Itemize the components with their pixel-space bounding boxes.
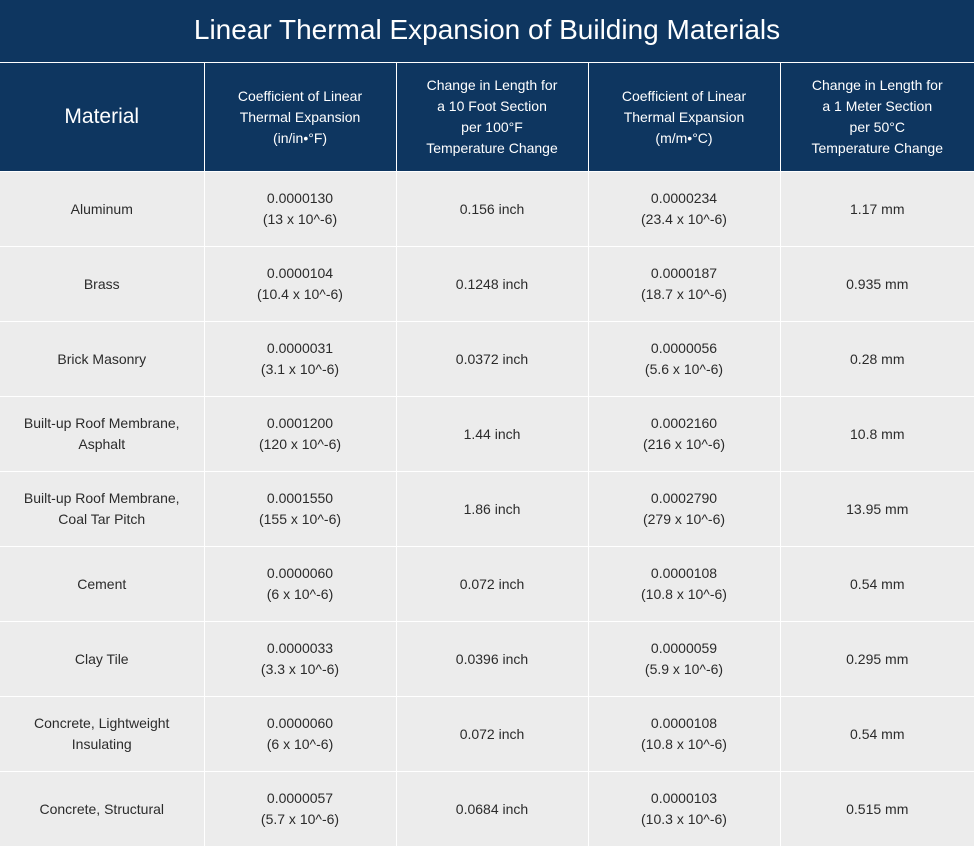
- cell-dl-c: 0.28 mm: [780, 322, 974, 397]
- cell-coef-c: 0.0000187 (18.7 x 10^-6): [588, 247, 780, 322]
- cell-coef-f: 0.0000057 (5.7 x 10^-6): [204, 772, 396, 847]
- col-header-coef-f: Coefficient of Linear Thermal Expansion …: [204, 63, 396, 172]
- cell-material: Built-up Roof Membrane, Coal Tar Pitch: [0, 472, 204, 547]
- cell-material: Clay Tile: [0, 622, 204, 697]
- table-row: Built-up Roof Membrane, Asphalt0.0001200…: [0, 397, 974, 472]
- cell-coef-f: 0.0000031 (3.1 x 10^-6): [204, 322, 396, 397]
- cell-coef-f: 0.0000060 (6 x 10^-6): [204, 697, 396, 772]
- cell-dl-f: 0.0396 inch: [396, 622, 588, 697]
- cell-coef-c: 0.0002160 (216 x 10^-6): [588, 397, 780, 472]
- cell-coef-c: 0.0000059 (5.9 x 10^-6): [588, 622, 780, 697]
- col-header-coef-c: Coefficient of Linear Thermal Expansion …: [588, 63, 780, 172]
- cell-dl-c: 0.935 mm: [780, 247, 974, 322]
- table-row: Concrete, Lightweight Insulating0.000006…: [0, 697, 974, 772]
- cell-coef-c: 0.0000103 (10.3 x 10^-6): [588, 772, 780, 847]
- cell-dl-c: 10.8 mm: [780, 397, 974, 472]
- cell-dl-c: 1.17 mm: [780, 172, 974, 247]
- cell-dl-f: 0.0684 inch: [396, 772, 588, 847]
- cell-material: Brass: [0, 247, 204, 322]
- cell-dl-c: 0.54 mm: [780, 697, 974, 772]
- cell-coef-c: 0.0000056 (5.6 x 10^-6): [588, 322, 780, 397]
- thermal-expansion-table: Linear Thermal Expansion of Building Mat…: [0, 0, 974, 847]
- cell-coef-f: 0.0000104 (10.4 x 10^-6): [204, 247, 396, 322]
- cell-coef-c: 0.0000108 (10.8 x 10^-6): [588, 547, 780, 622]
- cell-dl-c: 0.515 mm: [780, 772, 974, 847]
- cell-dl-c: 13.95 mm: [780, 472, 974, 547]
- cell-dl-f: 0.072 inch: [396, 547, 588, 622]
- cell-material: Concrete, Lightweight Insulating: [0, 697, 204, 772]
- cell-material: Brick Masonry: [0, 322, 204, 397]
- col-header-dl-f: Change in Length for a 10 Foot Section p…: [396, 63, 588, 172]
- cell-coef-c: 0.0000108 (10.8 x 10^-6): [588, 697, 780, 772]
- cell-dl-f: 0.072 inch: [396, 697, 588, 772]
- cell-dl-f: 0.1248 inch: [396, 247, 588, 322]
- cell-dl-f: 1.44 inch: [396, 397, 588, 472]
- cell-coef-f: 0.0000060 (6 x 10^-6): [204, 547, 396, 622]
- cell-material: Cement: [0, 547, 204, 622]
- cell-coef-f: 0.0001550 (155 x 10^-6): [204, 472, 396, 547]
- table-row: Clay Tile0.0000033 (3.3 x 10^-6)0.0396 i…: [0, 622, 974, 697]
- cell-dl-c: 0.295 mm: [780, 622, 974, 697]
- cell-coef-c: 0.0002790 (279 x 10^-6): [588, 472, 780, 547]
- data-table: Linear Thermal Expansion of Building Mat…: [0, 0, 974, 847]
- cell-dl-c: 0.54 mm: [780, 547, 974, 622]
- cell-dl-f: 0.0372 inch: [396, 322, 588, 397]
- table-row: Built-up Roof Membrane, Coal Tar Pitch0.…: [0, 472, 974, 547]
- cell-coef-f: 0.0001200 (120 x 10^-6): [204, 397, 396, 472]
- table-row: Concrete, Structural0.0000057 (5.7 x 10^…: [0, 772, 974, 847]
- cell-dl-f: 0.156 inch: [396, 172, 588, 247]
- cell-material: Concrete, Structural: [0, 772, 204, 847]
- cell-material: Built-up Roof Membrane, Asphalt: [0, 397, 204, 472]
- table-row: Brick Masonry0.0000031 (3.1 x 10^-6)0.03…: [0, 322, 974, 397]
- col-header-material: Material: [0, 63, 204, 172]
- table-row: Brass0.0000104 (10.4 x 10^-6)0.1248 inch…: [0, 247, 974, 322]
- cell-dl-f: 1.86 inch: [396, 472, 588, 547]
- table-title: Linear Thermal Expansion of Building Mat…: [0, 0, 974, 63]
- cell-coef-c: 0.0000234 (23.4 x 10^-6): [588, 172, 780, 247]
- cell-coef-f: 0.0000033 (3.3 x 10^-6): [204, 622, 396, 697]
- table-row: Cement0.0000060 (6 x 10^-6)0.072 inch0.0…: [0, 547, 974, 622]
- table-body: Aluminum0.0000130 (13 x 10^-6)0.156 inch…: [0, 172, 974, 847]
- table-row: Aluminum0.0000130 (13 x 10^-6)0.156 inch…: [0, 172, 974, 247]
- col-header-dl-c: Change in Length for a 1 Meter Section p…: [780, 63, 974, 172]
- cell-material: Aluminum: [0, 172, 204, 247]
- cell-coef-f: 0.0000130 (13 x 10^-6): [204, 172, 396, 247]
- header-row: Material Coefficient of Linear Thermal E…: [0, 63, 974, 172]
